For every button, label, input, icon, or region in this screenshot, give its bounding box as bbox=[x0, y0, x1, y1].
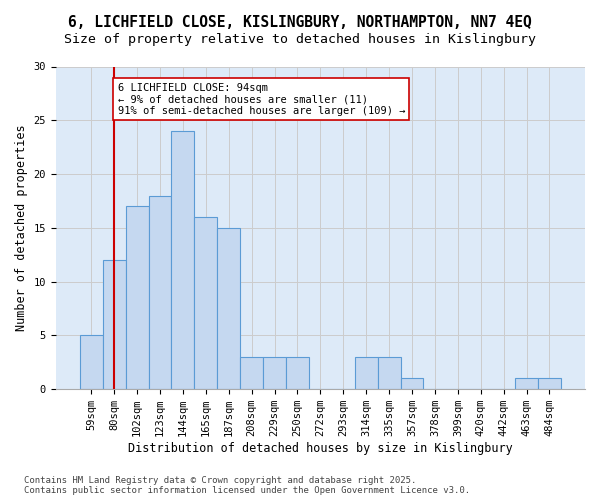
Bar bbox=[217, 228, 240, 389]
X-axis label: Distribution of detached houses by size in Kislingbury: Distribution of detached houses by size … bbox=[128, 442, 513, 455]
Bar bbox=[377, 357, 401, 389]
Bar bbox=[515, 378, 538, 389]
Bar bbox=[355, 357, 377, 389]
Bar bbox=[401, 378, 424, 389]
Bar bbox=[240, 357, 263, 389]
Bar bbox=[538, 378, 561, 389]
Text: 6 LICHFIELD CLOSE: 94sqm
← 9% of detached houses are smaller (11)
91% of semi-de: 6 LICHFIELD CLOSE: 94sqm ← 9% of detache… bbox=[118, 82, 405, 116]
Text: Size of property relative to detached houses in Kislingbury: Size of property relative to detached ho… bbox=[64, 32, 536, 46]
Y-axis label: Number of detached properties: Number of detached properties bbox=[15, 124, 28, 331]
Bar bbox=[286, 357, 309, 389]
Text: Contains HM Land Registry data © Crown copyright and database right 2025.
Contai: Contains HM Land Registry data © Crown c… bbox=[24, 476, 470, 495]
Bar bbox=[194, 217, 217, 389]
Bar bbox=[103, 260, 125, 389]
Bar bbox=[263, 357, 286, 389]
Text: 6, LICHFIELD CLOSE, KISLINGBURY, NORTHAMPTON, NN7 4EQ: 6, LICHFIELD CLOSE, KISLINGBURY, NORTHAM… bbox=[68, 15, 532, 30]
Bar bbox=[149, 196, 172, 389]
Bar bbox=[172, 131, 194, 389]
Bar bbox=[80, 336, 103, 389]
Bar bbox=[125, 206, 149, 389]
